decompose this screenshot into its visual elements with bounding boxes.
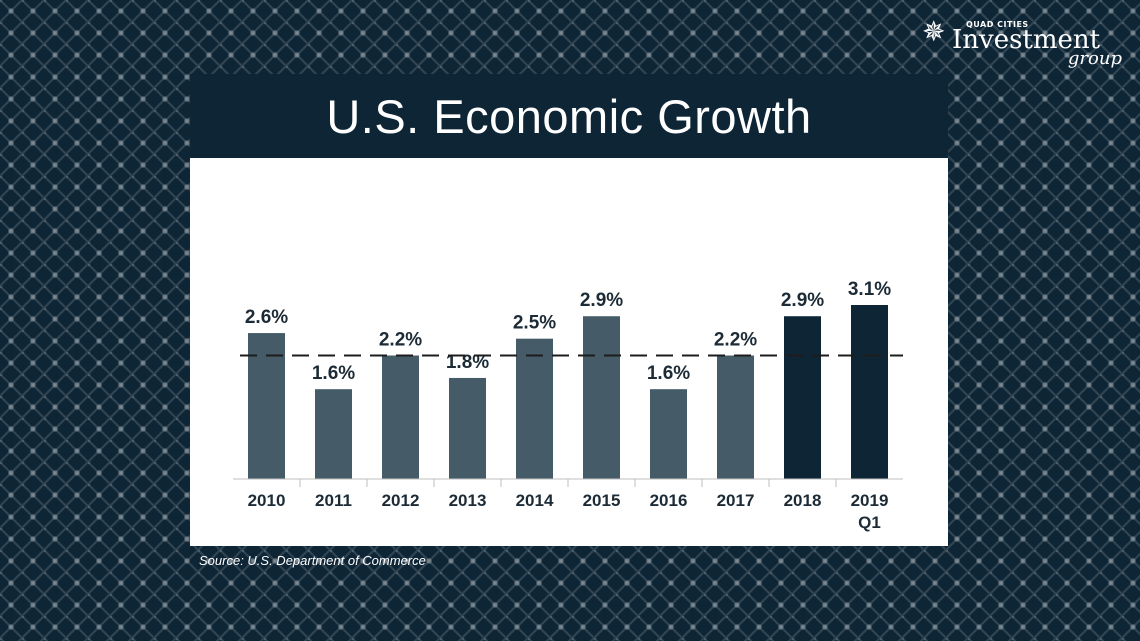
data-label: 2.2% xyxy=(714,330,757,351)
bar-2016 xyxy=(650,389,687,479)
category-label: 2016 xyxy=(650,491,688,510)
category-label: 2019 xyxy=(851,491,889,510)
bar-2010 xyxy=(248,333,285,479)
bar-2015 xyxy=(583,316,620,479)
data-label: 1.6% xyxy=(647,363,690,384)
data-label: 2.2% xyxy=(379,330,422,351)
bar-2018 xyxy=(784,316,821,479)
category-label: 2010 xyxy=(248,491,286,510)
data-label: 2.9% xyxy=(580,290,623,311)
category-label: Q1 xyxy=(858,513,881,532)
category-label: 2013 xyxy=(449,491,487,510)
data-label: 2.6% xyxy=(245,307,288,328)
category-label: 2015 xyxy=(583,491,621,510)
data-label: 2.9% xyxy=(781,290,824,311)
logo-small-text: QUAD CITIES xyxy=(966,20,1029,29)
bar-2014 xyxy=(516,338,553,479)
star-logo-icon: ✵ xyxy=(922,15,946,48)
category-label: 2017 xyxy=(717,491,755,510)
logo-sub-text: group xyxy=(1067,48,1122,69)
source-note: Source: U.S. Department of Commerce xyxy=(199,553,426,568)
category-label: 2011 xyxy=(315,491,352,510)
bar-2019-Q1 xyxy=(851,305,888,479)
bar-chart: 2.6% 2010 1.6% 2011 2.2% 2012 1.8% 2013 2.5% 2014… xyxy=(233,279,903,532)
company-logo: ✵ QUAD CITIES Investment group xyxy=(922,14,1122,70)
category-label: 2014 xyxy=(516,491,554,510)
bar-2017 xyxy=(717,355,754,479)
data-label: 1.6% xyxy=(312,363,355,384)
data-label: 3.1% xyxy=(848,279,891,300)
bar-2011 xyxy=(315,389,352,479)
logo-main-text: Investment xyxy=(952,25,1101,55)
title-bar: U.S. Economic Growth xyxy=(190,74,948,158)
bar-2012 xyxy=(382,355,419,479)
category-label: 2018 xyxy=(784,491,822,510)
bar-2013 xyxy=(449,377,486,479)
data-label: 2.5% xyxy=(513,313,556,334)
data-label: 1.8% xyxy=(446,352,489,373)
chart-panel: 2.6% 2010 1.6% 2011 2.2% 2012 1.8% 2013 2.5% 2014… xyxy=(190,158,948,546)
chart-title: U.S. Economic Growth xyxy=(326,89,812,143)
category-label: 2012 xyxy=(382,491,420,510)
